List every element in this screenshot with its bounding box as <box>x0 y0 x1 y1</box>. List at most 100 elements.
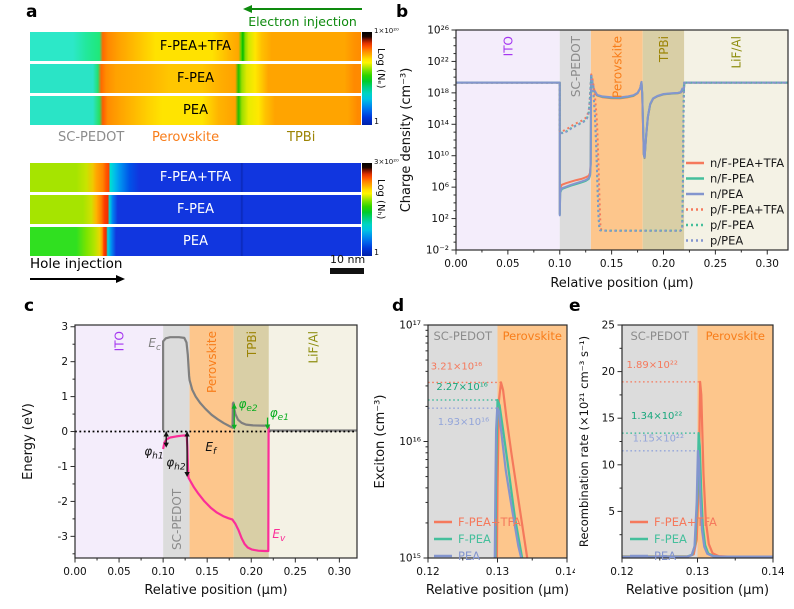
svg-text:0.13: 0.13 <box>486 566 509 578</box>
svg-text:1.15×10²²: 1.15×10²² <box>633 434 684 445</box>
layer-label-perovskite: Perovskite <box>152 130 220 145</box>
svg-text:0.30: 0.30 <box>756 258 779 270</box>
hole-injection-text: Hole injection <box>30 256 123 272</box>
svg-text:0.25: 0.25 <box>704 258 727 270</box>
panel-d-chart: 0.12 0.13 0.14 10¹⁵ 10¹⁶ 10¹⁷ SC-PEDOT Perovski… <box>370 300 579 609</box>
svg-text:PEA: PEA <box>458 549 480 563</box>
hole-injection-arrow-icon <box>30 275 125 283</box>
svg-text:0.14: 0.14 <box>761 566 785 578</box>
svg-text:10¹⁰: 10¹⁰ <box>427 150 449 162</box>
svg-text:LiF/Al: LiF/Al <box>730 36 744 69</box>
colorbar-gradient-2 <box>362 163 372 256</box>
svg-text:φh1: φh1 <box>144 444 163 461</box>
svg-text:TPBi: TPBi <box>657 36 671 63</box>
svg-text:1.34×10²²: 1.34×10²² <box>631 411 682 422</box>
svg-text:10¹⁷: 10¹⁷ <box>399 320 421 332</box>
svg-text:3.21×10¹⁶: 3.21×10¹⁶ <box>431 361 482 372</box>
electron-injection-text: Electron injection <box>248 14 357 29</box>
svg-text:0.13: 0.13 <box>686 566 709 578</box>
arrow-right-head-icon <box>116 275 125 283</box>
heatmap-row-label: PEA <box>183 103 208 118</box>
svg-text:10¹⁶: 10¹⁶ <box>399 436 421 448</box>
svg-text:SC-PEDOT: SC-PEDOT <box>170 488 184 550</box>
svg-text:1.93×10¹⁶: 1.93×10¹⁶ <box>438 417 489 428</box>
colorbar-2-max-label: 3×10²⁰ <box>374 158 399 166</box>
svg-text:0.25: 0.25 <box>284 566 307 578</box>
svg-text:LiF/Al: LiF/Al <box>306 331 320 364</box>
panel-b-label: b <box>396 2 409 22</box>
svg-text:0: 0 <box>61 426 68 438</box>
svg-text:0.10: 0.10 <box>548 258 571 270</box>
svg-text:φe2: φe2 <box>238 397 257 414</box>
svg-text:n/F-PEA: n/F-PEA <box>710 172 754 186</box>
svg-text:Relative position (μm): Relative position (μm) <box>144 583 287 598</box>
svg-text:10: 10 <box>602 459 615 471</box>
svg-text:20: 20 <box>602 366 615 378</box>
svg-text:0.00: 0.00 <box>63 566 86 578</box>
svg-text:SC-PEDOT: SC-PEDOT <box>433 329 493 343</box>
svg-text:φe1: φe1 <box>270 406 289 423</box>
arrow-shaft <box>30 278 116 280</box>
svg-text:10¹⁵: 10¹⁵ <box>399 553 421 565</box>
panel-e-label: e <box>569 296 581 316</box>
svg-text:25: 25 <box>602 320 615 332</box>
svg-text:Ev: Ev <box>272 527 286 544</box>
svg-text:F-PEA+TFA: F-PEA+TFA <box>654 515 717 529</box>
panel-d-label: d <box>392 296 405 316</box>
svg-text:n/PEA: n/PEA <box>710 187 743 201</box>
heatmap-row: PEA <box>30 227 361 256</box>
svg-text:2.27×10¹⁶: 2.27×10¹⁶ <box>436 382 487 393</box>
svg-text:0.30: 0.30 <box>328 566 351 578</box>
svg-text:Relative position (μm): Relative position (μm) <box>426 583 569 598</box>
scale-bar-label: 10 nm <box>330 253 366 266</box>
svg-text:0.10: 0.10 <box>151 566 174 578</box>
svg-text:0.20: 0.20 <box>652 258 675 270</box>
svg-text:Ec: Ec <box>148 336 161 353</box>
svg-text:TPBi: TPBi <box>245 331 259 358</box>
svg-text:0.05: 0.05 <box>496 258 519 270</box>
heatmap-row-label: PEA <box>183 234 208 249</box>
svg-text:Energy (eV): Energy (eV) <box>21 403 36 480</box>
heatmap-row: F-PEA+TFA <box>30 32 361 61</box>
svg-text:3: 3 <box>61 321 68 333</box>
svg-text:10¹⁸: 10¹⁸ <box>427 87 449 99</box>
layer-label-sc-pedot: SC-PEDOT <box>58 130 125 145</box>
svg-text:0.12: 0.12 <box>416 566 439 578</box>
heatmap-row-label: F-PEA+TFA <box>159 39 232 54</box>
panel-c-label: c <box>24 296 35 316</box>
svg-text:p/PEA: p/PEA <box>710 234 743 248</box>
svg-text:p/F-PEA: p/F-PEA <box>710 218 754 232</box>
svg-text:1.89×10²²: 1.89×10²² <box>627 360 678 371</box>
svg-text:SC-PEDOT: SC-PEDOT <box>630 329 690 343</box>
scale-bar <box>330 268 364 274</box>
svg-text:10²²: 10²² <box>427 56 449 68</box>
svg-text:Perovskite: Perovskite <box>706 329 765 343</box>
svg-text:0.05: 0.05 <box>107 566 130 578</box>
svg-text:PEA: PEA <box>654 549 676 563</box>
svg-text:Relative position (μm): Relative position (μm) <box>550 276 693 291</box>
heatmap-row-label: F-PEA+TFA <box>159 170 232 185</box>
colorbar-1-min-label: 1 <box>374 117 380 126</box>
arrow-shaft <box>252 8 362 10</box>
svg-text:-3: -3 <box>58 531 68 543</box>
svg-text:ITO: ITO <box>501 36 515 56</box>
svg-text:Perovskite: Perovskite <box>503 329 562 343</box>
svg-text:5: 5 <box>608 506 615 518</box>
svg-text:F-PEA+TFA: F-PEA+TFA <box>458 515 521 529</box>
heatmap-row: F-PEA+TFA <box>30 163 361 192</box>
colorbar-1-axis-label: Log (Nₑ) <box>375 48 386 89</box>
charge-density-plot: 0.00 0.05 0.10 0.15 0.20 0.25 0.30 10⁻² 10² 10⁶ 10… <box>399 25 789 291</box>
svg-text:10²⁶: 10²⁶ <box>427 25 449 37</box>
svg-text:10⁶: 10⁶ <box>431 182 449 194</box>
svg-text:1: 1 <box>61 391 68 403</box>
svg-text:Recombination rate (×10²¹ cm⁻³: Recombination rate (×10²¹ cm⁻³ s⁻¹) <box>577 336 591 547</box>
svg-text:0.00: 0.00 <box>444 258 467 270</box>
svg-text:ITO: ITO <box>113 331 127 351</box>
heatmap-row: F-PEA <box>30 195 361 224</box>
arrow-left-head-icon <box>243 5 252 13</box>
svg-text:φh2: φh2 <box>166 455 186 472</box>
heatmap-row-label: F-PEA <box>176 71 215 86</box>
electron-injection-arrow-icon <box>243 5 362 13</box>
svg-text:0.14: 0.14 <box>555 566 575 578</box>
